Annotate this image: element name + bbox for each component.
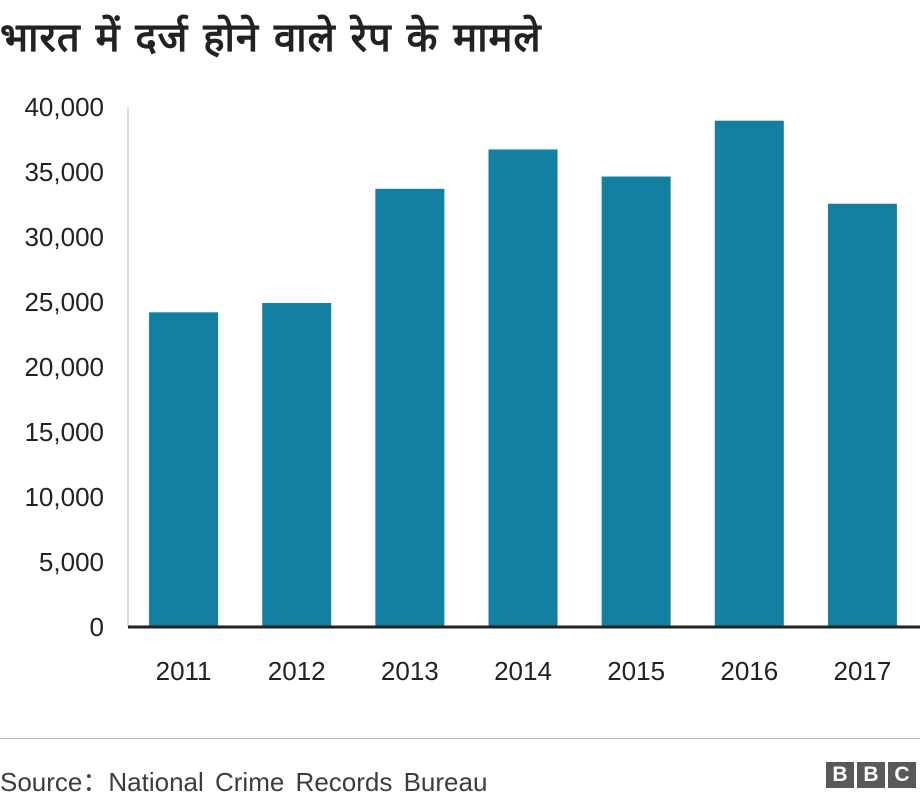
bbc-logo-letter: B [857,762,885,788]
y-tick-label: 25,000 [24,287,104,317]
bar-2017 [827,203,897,627]
x-tick-label: 2011 [156,656,212,686]
y-tick-label: 20,000 [24,352,104,382]
bbc-logo-letter: B [826,762,854,788]
bar-2016 [714,120,784,628]
y-tick-label: 30,000 [24,222,104,252]
bbc-logo-letter: C [888,762,916,788]
source-note: Source：National Crime Records Bureau [0,767,488,797]
y-tick-label: 10,000 [24,482,104,512]
bar-2014 [488,149,558,627]
bbc-logo: B B C [826,762,916,788]
bar-2015 [601,176,671,628]
bar-2013 [375,188,445,627]
y-tick-label: 15,000 [24,417,104,447]
chart-title: भारत में दर्ज होने वाले रेप के मामले [0,15,542,61]
x-tick-label: 2017 [834,656,892,686]
x-tick-label: 2014 [494,656,552,686]
y-tick-label: 40,000 [24,92,104,122]
x-axis-ticks: 2011 2012 2013 2014 2015 2016 2017 [156,656,892,686]
footer-divider [0,738,920,739]
x-tick-label: 2016 [720,656,778,686]
y-tick-label: 5,000 [39,547,104,577]
bar-2011 [149,312,219,627]
y-axis-ticks: 0 5,000 10,000 15,000 20,000 25,000 30,000 35,0… [24,92,104,642]
bar-chart: 0 5,000 10,000 15,000 20,000 25,000 30,000 35,0… [24,92,920,686]
x-tick-label: 2015 [607,656,665,686]
bar-2012 [262,303,332,627]
x-tick-label: 2013 [381,656,439,686]
y-tick-label: 0 [90,612,104,642]
bars [149,120,897,628]
y-tick-label: 35,000 [24,157,104,187]
x-tick-label: 2012 [268,656,326,686]
